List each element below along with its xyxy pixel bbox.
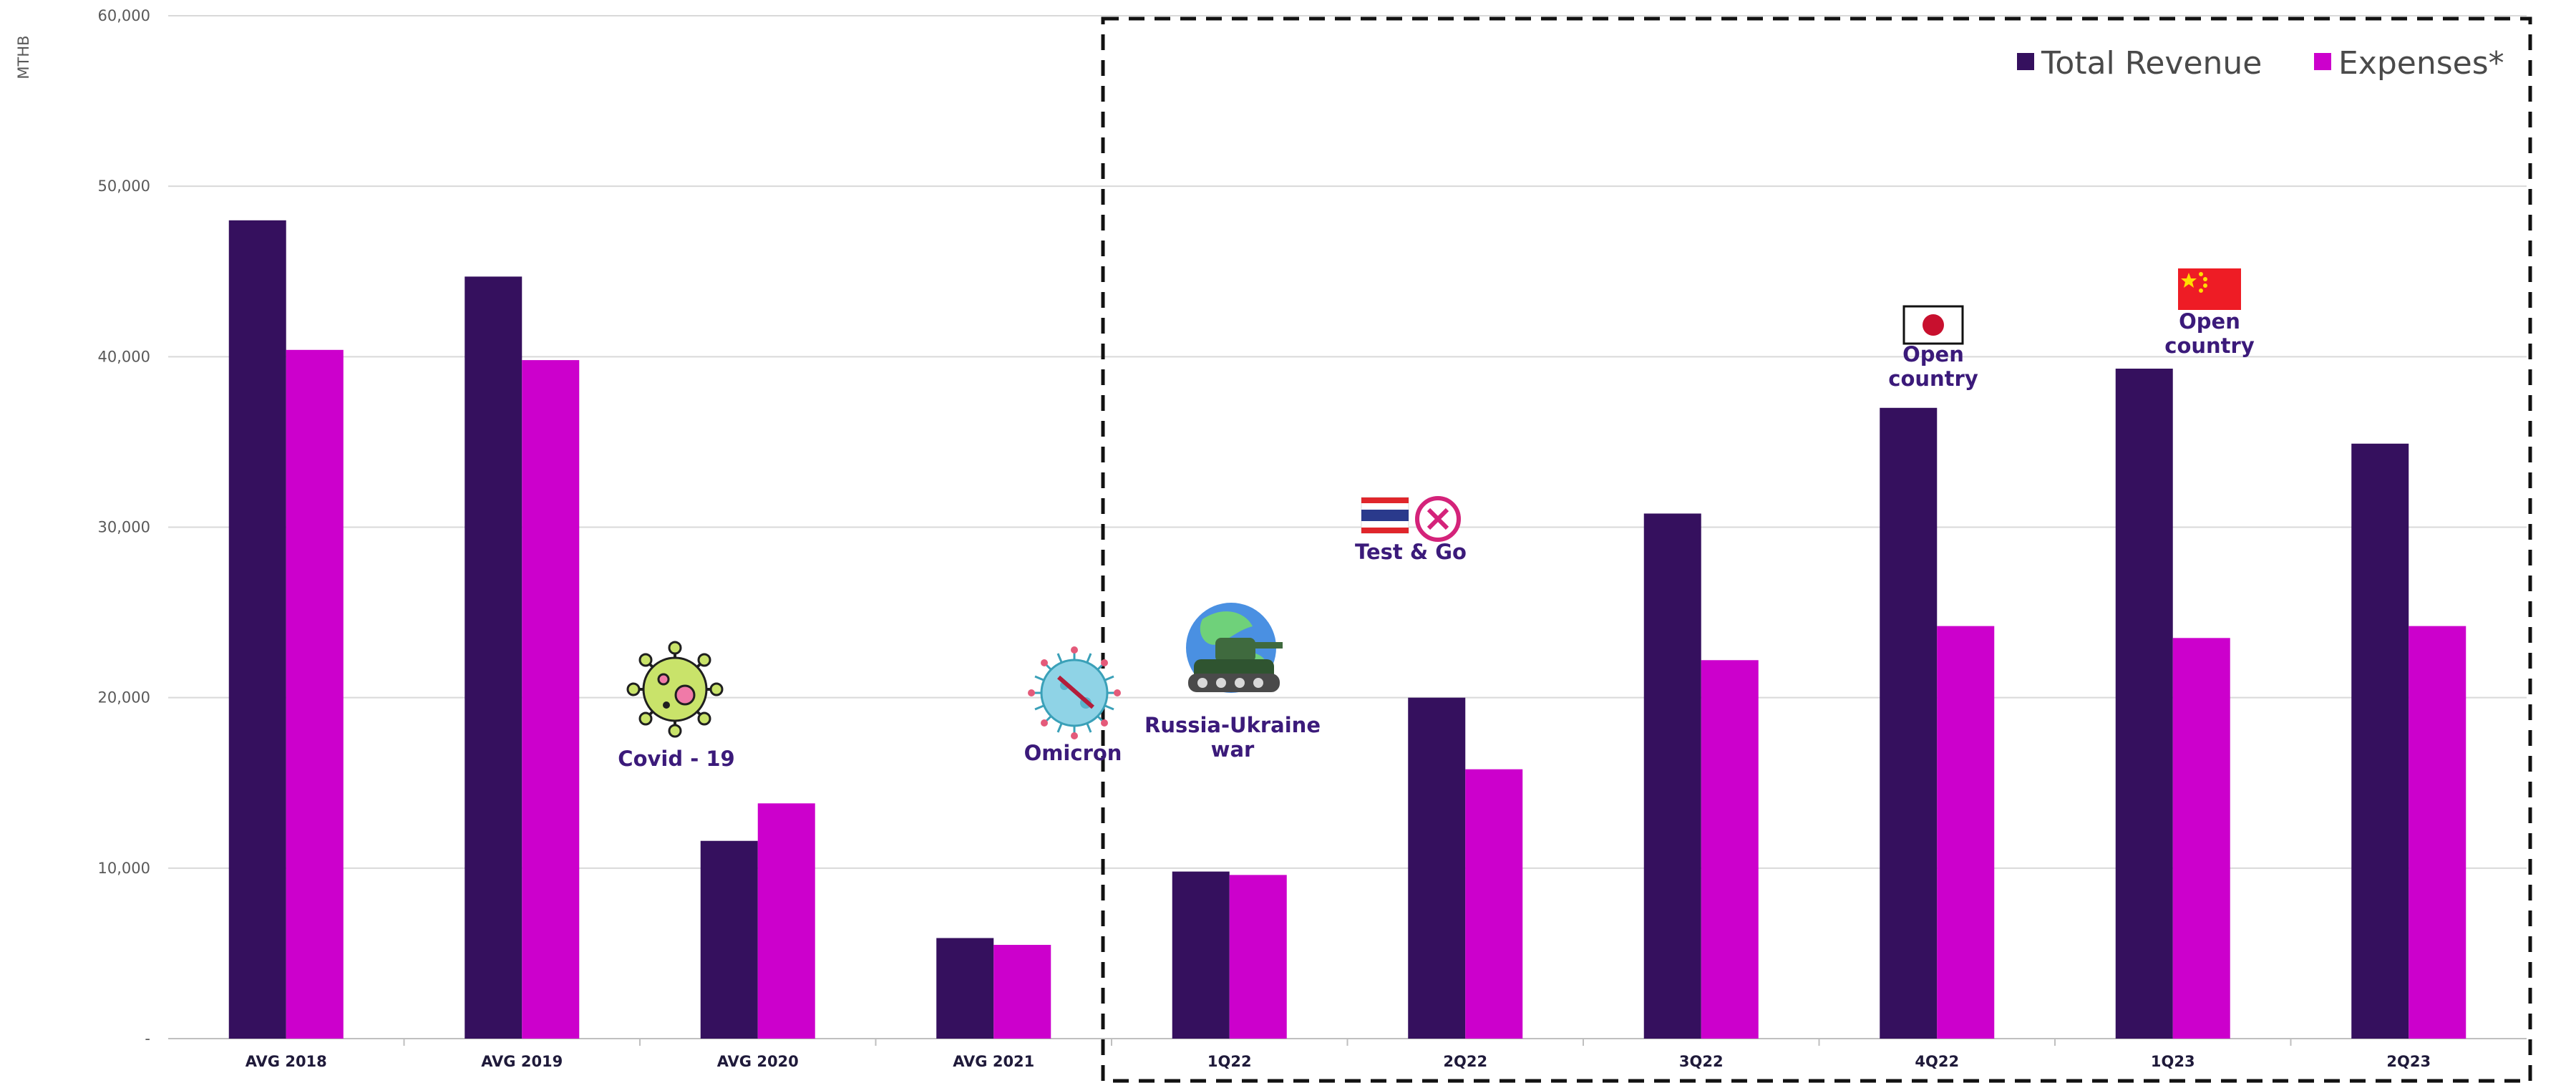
- annotation-label: Test & Go: [1355, 540, 1467, 564]
- bar-total-revenue-3q22: [1643, 513, 1701, 1039]
- x-tick-label: 2Q22: [1443, 1053, 1487, 1070]
- x-tick-label: AVG 2018: [246, 1053, 327, 1070]
- bar-total-revenue-2q23: [2351, 443, 2409, 1039]
- bar-total-revenue-1q22: [1172, 871, 1230, 1039]
- japan-flag-icon: [1902, 305, 1964, 345]
- omicron-virus-icon: [1028, 646, 1121, 739]
- bar-expenses-2q22: [1465, 769, 1523, 1039]
- annotation-label: country: [2164, 334, 2255, 358]
- x-tick-label: AVG 2019: [481, 1053, 563, 1070]
- x-tick-label: 2Q23: [2386, 1053, 2431, 1070]
- virus-icon: [626, 641, 724, 738]
- annotation-label: Open: [1902, 342, 1964, 366]
- x-tick-label: 1Q22: [1207, 1053, 1252, 1070]
- bar-total-revenue-avg-2018: [228, 220, 286, 1039]
- bar-total-revenue-2q22: [1408, 697, 1466, 1039]
- legend-label: Expenses*: [2338, 45, 2504, 82]
- bar-total-revenue-avg-2020: [700, 840, 758, 1039]
- legend-swatch: [2314, 53, 2331, 70]
- x-tick-label: AVG 2021: [953, 1053, 1034, 1070]
- bar-expenses-1q22: [1229, 875, 1287, 1039]
- y-tick-label: 10,000: [98, 860, 150, 877]
- y-tick-label: 40,000: [98, 348, 150, 365]
- bar-expenses-2q23: [2409, 626, 2466, 1039]
- x-axis: AVG 2018 AVG 2019 AVG 2020 AVG 2021 1Q22 2Q22…: [246, 1039, 2431, 1070]
- china-flag-icon: [2178, 268, 2241, 310]
- legend-label: Total Revenue: [2041, 45, 2262, 82]
- bar-expenses-avg-2018: [286, 349, 344, 1039]
- annotation-label: war: [1211, 737, 1255, 762]
- bar-total-revenue-avg-2021: [936, 938, 994, 1039]
- x-tick-label: 3Q22: [1679, 1053, 1724, 1070]
- x-tick-label: 1Q23: [2151, 1053, 2195, 1070]
- x-tick-label: AVG 2020: [717, 1053, 799, 1070]
- y-tick-label: 20,000: [98, 689, 150, 706]
- y-axis-label: MTHB: [15, 35, 32, 79]
- annotation-label: Covid - 19: [618, 747, 734, 771]
- globe-tank-icon: [1186, 603, 1283, 693]
- bar-expenses-avg-2019: [522, 360, 580, 1039]
- bar-expenses-1q23: [2172, 638, 2230, 1039]
- annotation-label: Open: [2179, 309, 2240, 334]
- annotation-label: country: [1888, 366, 1978, 391]
- legend: Total Revenue Expenses*: [2017, 45, 2504, 82]
- annotation-label: Russia-Ukraine: [1144, 713, 1321, 737]
- legend-swatch: [2017, 53, 2034, 70]
- y-tick-label: 50,000: [98, 178, 150, 195]
- bar-expenses-3q22: [1701, 660, 1759, 1039]
- y-tick-label: 30,000: [98, 519, 150, 536]
- bar-expenses-4q22: [1937, 626, 1995, 1039]
- bar-total-revenue-1q23: [2115, 369, 2173, 1039]
- annotation-label: Omicron: [1024, 741, 1122, 765]
- y-tick-label: -: [145, 1030, 150, 1047]
- highlight-box: [1101, 16, 2532, 1083]
- bars: [228, 220, 2466, 1039]
- y-axis: - 10,000 20,000 30,000 40,000 50,000 60,000: [98, 7, 150, 1047]
- y-tick-label: 60,000: [98, 7, 150, 24]
- bar-total-revenue-avg-2019: [465, 276, 523, 1039]
- bar-total-revenue-4q22: [1880, 407, 1938, 1039]
- bar-expenses-avg-2020: [757, 803, 815, 1039]
- bar-expenses-avg-2021: [993, 945, 1051, 1039]
- x-tick-label: 4Q22: [1915, 1053, 1959, 1070]
- thai-flag-cross-icon: [1361, 496, 1461, 542]
